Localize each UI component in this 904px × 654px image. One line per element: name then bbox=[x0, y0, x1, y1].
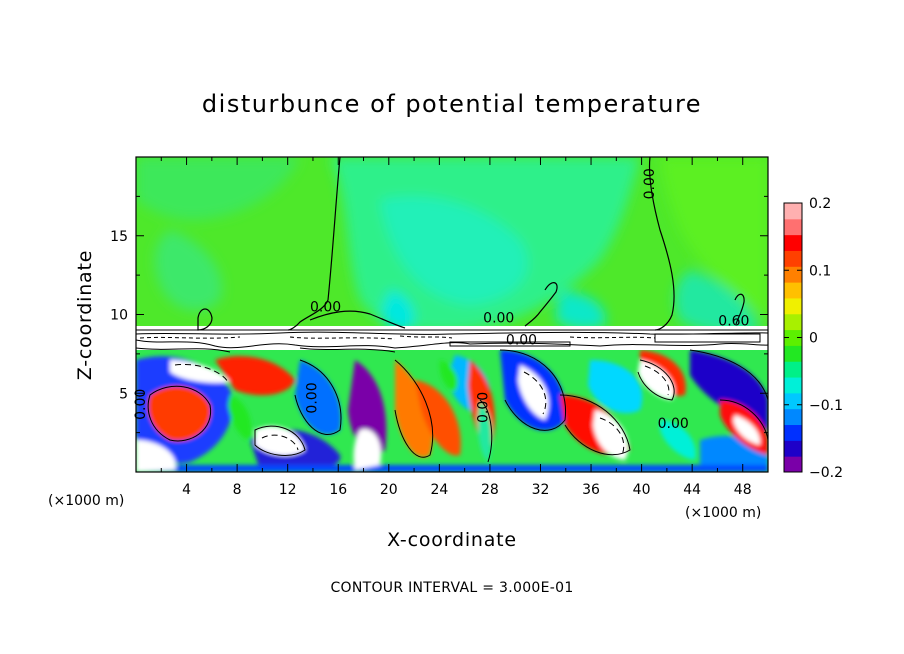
colorbar-swatch bbox=[784, 345, 802, 362]
colorbar-swatch bbox=[784, 377, 802, 394]
colorbar-tick-label: −0.2 bbox=[809, 465, 843, 481]
y-axis-label: Z-coordinate bbox=[74, 250, 96, 380]
contour-label: 0.00 bbox=[305, 382, 321, 413]
upper-contours bbox=[197, 157, 745, 331]
contour-labels: 0.00 0.00 0.00 0.00 0.60 0.00 0.00 0.00 0.00 bbox=[133, 168, 750, 432]
contour-label: 0.00 bbox=[475, 392, 491, 423]
colorbar-swatch bbox=[784, 329, 802, 346]
x-axis-ticks: 4 8 12 16 20 24 28 32 36 40 44 48 bbox=[160, 157, 752, 498]
contour-label: 0.60 bbox=[718, 314, 749, 330]
colorbar-swatch bbox=[784, 313, 802, 331]
contour-label: 0.00 bbox=[133, 389, 149, 420]
lower-contours bbox=[147, 349, 768, 463]
contour-label: 0.00 bbox=[506, 332, 537, 348]
colorbar-swatch bbox=[784, 297, 802, 315]
heatmap-field bbox=[136, 157, 768, 472]
x-tick-label: 32 bbox=[532, 482, 550, 498]
colorbar-swatch bbox=[784, 361, 802, 378]
x-tick-label: 20 bbox=[380, 482, 398, 498]
colorbar-swatch bbox=[784, 282, 802, 299]
colorbar-swatch bbox=[784, 266, 802, 283]
colorbar-tick-label: 0.2 bbox=[809, 196, 831, 212]
colorbar-swatch bbox=[784, 203, 802, 220]
x-tick-label: 28 bbox=[481, 482, 499, 498]
colorbar-swatch bbox=[784, 456, 802, 473]
x-tick-label: 4 bbox=[182, 482, 191, 498]
x-tick-label: 16 bbox=[329, 482, 347, 498]
colorbar-tick-label: −0.1 bbox=[809, 398, 843, 414]
x-tick-label: 48 bbox=[734, 482, 752, 498]
x-unit-label-right: (×1000 m) bbox=[685, 505, 761, 521]
colorbar-swatch bbox=[784, 392, 802, 410]
lower-dashed-contours bbox=[174, 363, 670, 456]
y-tick-label: 15 bbox=[110, 229, 128, 245]
colorbar-swatch bbox=[784, 440, 802, 457]
x-tick-label: 24 bbox=[430, 482, 448, 498]
colorbar-tick-label: 0.1 bbox=[809, 263, 831, 279]
colorbar-swatch bbox=[784, 218, 802, 236]
contour-interval-note: CONTOUR INTERVAL = 3.000E-01 bbox=[330, 580, 573, 596]
x-unit-label-left: (×1000 m) bbox=[48, 493, 124, 509]
x-tick-label: 8 bbox=[233, 482, 242, 498]
chart-title: disturbunce of potential temperature bbox=[202, 90, 702, 118]
colorbar-tick-label: 0 bbox=[809, 331, 818, 347]
contour-label: 0.00 bbox=[310, 299, 341, 315]
contour-label: 0.00 bbox=[642, 168, 658, 199]
x-tick-label: 44 bbox=[683, 482, 701, 498]
inversion-contours bbox=[136, 329, 768, 353]
x-tick-label: 36 bbox=[582, 482, 600, 498]
colorbar-swatch bbox=[784, 424, 802, 441]
y-tick-label: 5 bbox=[119, 386, 128, 402]
field-upper-variations bbox=[136, 157, 768, 334]
colorbar-swatch bbox=[784, 408, 802, 426]
inversion-dashed-contours bbox=[139, 335, 656, 340]
colorbar-swatch bbox=[784, 250, 802, 267]
y-axis-ticks: 5 10 15 bbox=[110, 195, 768, 434]
x-tick-label: 12 bbox=[279, 482, 297, 498]
contour-label: 0.00 bbox=[483, 310, 514, 326]
contour-label: 0.00 bbox=[658, 416, 689, 432]
colorbar: −0.2 −0.1 0 0.1 0.2 bbox=[783, 196, 843, 481]
y-tick-label: 10 bbox=[110, 308, 128, 324]
x-tick-label: 40 bbox=[633, 482, 651, 498]
colorbar-swatch bbox=[784, 234, 802, 251]
x-axis-label: X-coordinate bbox=[387, 529, 517, 551]
